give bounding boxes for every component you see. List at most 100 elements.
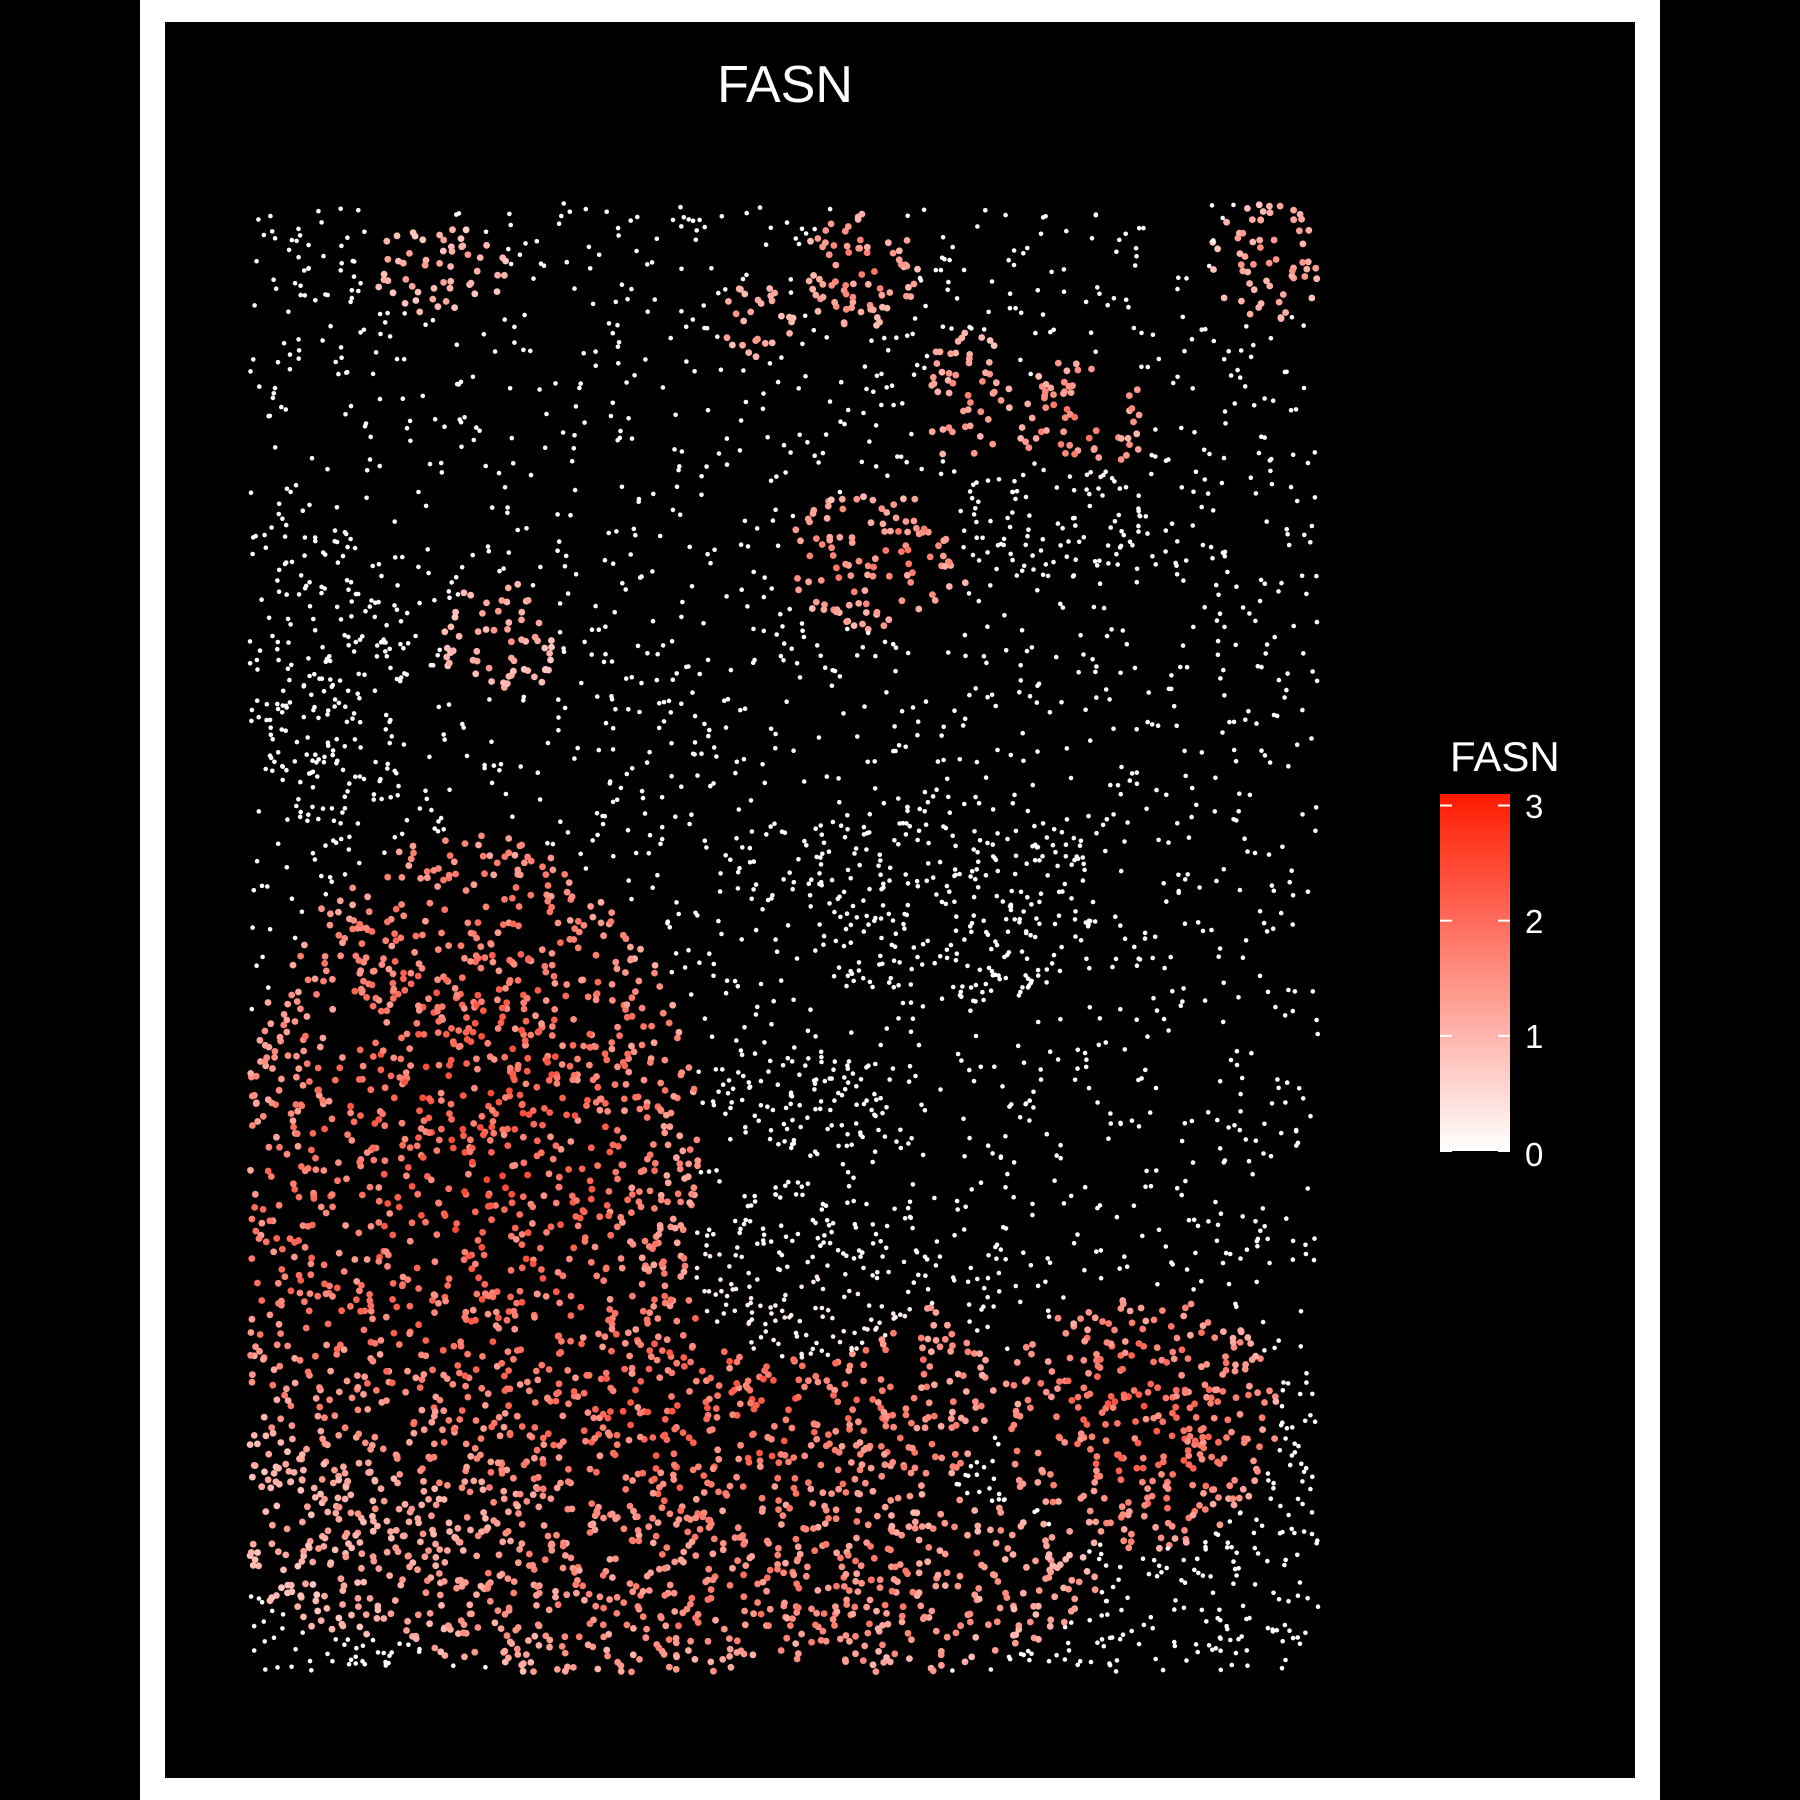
tissue-point [1292, 1530, 1297, 1536]
tissue-point [1210, 508, 1216, 513]
tissue-point [768, 1452, 776, 1460]
tissue-point [415, 1030, 422, 1038]
tissue-point [288, 489, 293, 495]
tissue-point [1017, 435, 1025, 442]
tissue-point [884, 385, 889, 390]
tissue-point [456, 1042, 464, 1050]
tissue-point [392, 555, 398, 560]
tissue-point [783, 1634, 791, 1642]
tissue-point [918, 1491, 926, 1498]
tissue-point [960, 723, 966, 728]
tissue-point [752, 353, 760, 361]
tissue-point [283, 1525, 291, 1533]
tissue-point [1056, 913, 1062, 918]
tissue-point [347, 1102, 354, 1110]
tissue-point [726, 1482, 734, 1490]
tissue-point [575, 1633, 583, 1641]
tissue-point [1170, 380, 1176, 386]
tissue-point [614, 1063, 621, 1071]
tissue-point [478, 1296, 486, 1303]
tissue-point [388, 665, 393, 671]
tissue-point [1018, 663, 1023, 668]
tissue-point [1206, 1643, 1212, 1648]
tissue-point [412, 297, 420, 304]
tissue-point [791, 748, 796, 753]
tissue-point [805, 1377, 812, 1385]
tissue-point [367, 1307, 375, 1315]
tissue-point [269, 1381, 277, 1389]
tissue-point [1032, 823, 1037, 829]
tissue-point [404, 1164, 412, 1171]
tissue-point [792, 1640, 800, 1647]
tissue-point [480, 1251, 488, 1259]
tissue-point [257, 384, 262, 389]
tissue-point [313, 752, 318, 757]
tissue-point [739, 1254, 744, 1260]
tissue-point [1141, 1501, 1149, 1509]
tissue-point [712, 547, 717, 553]
tissue-point [530, 1668, 537, 1675]
tissue-point [525, 1637, 532, 1644]
tissue-point [1237, 375, 1243, 380]
tissue-point [460, 1005, 468, 1012]
tissue-point [675, 1028, 683, 1036]
tissue-point [789, 1059, 795, 1064]
tissue-point [1174, 1185, 1180, 1191]
tissue-point [717, 889, 723, 894]
tissue-point [277, 1439, 285, 1446]
tissue-point [781, 877, 786, 882]
tissue-point [1025, 808, 1031, 814]
tissue-point [1144, 1485, 1151, 1492]
tissue-point [980, 535, 985, 541]
tissue-point [1242, 836, 1247, 841]
tissue-point [474, 1236, 482, 1244]
tissue-point [1118, 1121, 1123, 1127]
tissue-point [866, 1596, 874, 1604]
tissue-point [376, 1351, 384, 1358]
tissue-point [516, 1091, 524, 1099]
tissue-point [540, 1192, 548, 1200]
tissue-point [1232, 401, 1237, 406]
tissue-point [440, 876, 447, 884]
tissue-point [763, 1321, 768, 1327]
tissue-point [377, 1337, 385, 1344]
tissue-point [1205, 1433, 1212, 1441]
tissue-point [1100, 822, 1106, 828]
tissue-point [613, 1441, 621, 1449]
tissue-point [593, 603, 598, 609]
tissue-point [397, 934, 405, 942]
tissue-point [379, 1047, 387, 1055]
tissue-point [923, 1383, 931, 1391]
tissue-point [613, 965, 621, 973]
tissue-point [1060, 889, 1065, 894]
tissue-point [353, 1654, 359, 1660]
tissue-point [835, 1485, 842, 1493]
tissue-point [957, 1459, 964, 1467]
tissue-point [630, 1625, 637, 1632]
tissue-point [1050, 391, 1057, 398]
tissue-point [1301, 273, 1309, 280]
tissue-point [716, 1089, 721, 1094]
tissue-point [1086, 1507, 1094, 1515]
tissue-point [489, 1338, 497, 1345]
tissue-point [515, 1510, 522, 1517]
tissue-point [1105, 1612, 1110, 1617]
tissue-point [1139, 1325, 1147, 1333]
tissue-point [445, 1072, 453, 1079]
tissue-point [873, 653, 878, 659]
tissue-point [1251, 1477, 1259, 1485]
tissue-point [339, 1054, 346, 1061]
tissue-point [285, 616, 291, 622]
tissue-point [951, 1523, 958, 1531]
tissue-point [908, 982, 914, 987]
tissue-point [1170, 1262, 1175, 1267]
tissue-point [716, 451, 722, 456]
tissue-point [1300, 1501, 1305, 1507]
tissue-point [312, 1395, 320, 1402]
tissue-point [1190, 1160, 1196, 1165]
tissue-point [1117, 456, 1125, 463]
tissue-point [264, 999, 272, 1006]
tissue-point [613, 707, 618, 712]
tissue-point [840, 1583, 848, 1590]
tissue-point [1206, 263, 1212, 269]
